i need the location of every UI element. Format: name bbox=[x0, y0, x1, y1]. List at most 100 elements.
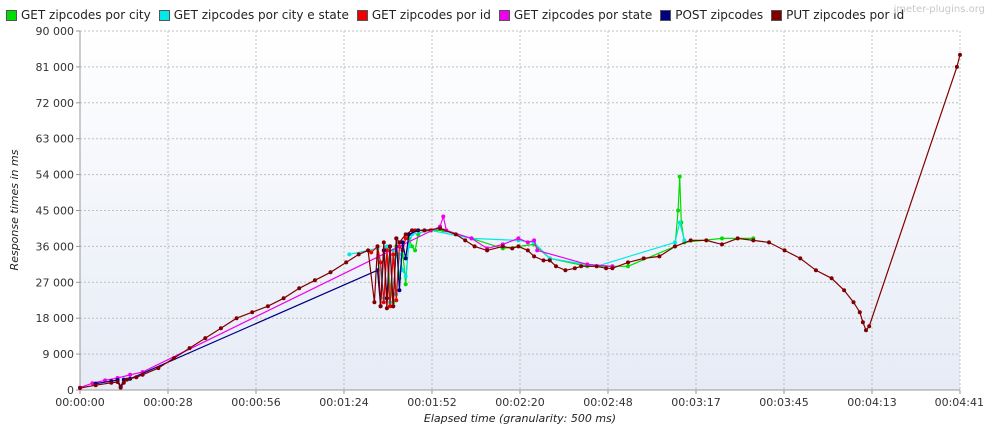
data-point bbox=[156, 366, 161, 371]
data-point bbox=[366, 248, 371, 253]
data-point bbox=[525, 240, 530, 245]
data-point bbox=[250, 310, 255, 315]
data-point bbox=[384, 306, 389, 311]
data-point bbox=[472, 244, 477, 249]
y-tick-label: 45 000 bbox=[36, 205, 75, 218]
data-point bbox=[657, 254, 662, 259]
data-point bbox=[128, 372, 133, 377]
data-point bbox=[954, 64, 959, 69]
data-point bbox=[867, 324, 872, 329]
data-point bbox=[391, 252, 396, 257]
data-point bbox=[864, 328, 868, 333]
data-point bbox=[93, 383, 98, 388]
data-point bbox=[372, 300, 377, 305]
data-point bbox=[626, 260, 630, 265]
data-point bbox=[172, 356, 176, 361]
legend-label: PUT zipcodes por id bbox=[786, 8, 905, 22]
data-point bbox=[594, 264, 599, 269]
data-point bbox=[388, 304, 392, 309]
data-point bbox=[469, 236, 474, 241]
data-point bbox=[516, 244, 521, 249]
data-point bbox=[677, 174, 682, 179]
data-point bbox=[673, 240, 677, 245]
data-point bbox=[516, 236, 521, 241]
y-tick-label: 81 000 bbox=[36, 61, 75, 74]
data-point bbox=[410, 228, 414, 233]
legend-label: POST zipcodes bbox=[675, 8, 764, 22]
data-point bbox=[673, 244, 677, 249]
data-point bbox=[203, 336, 208, 341]
data-point bbox=[532, 254, 537, 259]
x-tick-label: 00:00:56 bbox=[231, 396, 280, 409]
legend-item: PUT zipcodes por id bbox=[771, 8, 904, 22]
x-tick-label: 00:04:13 bbox=[847, 396, 896, 409]
data-point bbox=[610, 266, 615, 271]
data-point bbox=[572, 266, 577, 271]
y-tick-label: 54 000 bbox=[36, 169, 75, 182]
data-point bbox=[78, 386, 82, 390]
data-point bbox=[121, 380, 126, 385]
data-point bbox=[394, 298, 399, 303]
x-tick-labels: 00:00:00 00:00:28 00:00:56 00:01:24 00:01:52… bbox=[55, 390, 984, 409]
x-tick-label: 00:02:20 bbox=[495, 396, 544, 409]
y-tick-labels: 0 9 000 18 000 27 000 36 000 45 000 54 000 63 0… bbox=[36, 25, 80, 397]
data-point bbox=[218, 326, 223, 331]
legend-swatch bbox=[158, 9, 170, 21]
data-point bbox=[125, 377, 129, 382]
data-point bbox=[344, 260, 349, 265]
x-tick-label: 00:04:41 bbox=[935, 396, 984, 409]
x-tick-label: 00:01:24 bbox=[319, 396, 368, 409]
data-point bbox=[958, 52, 962, 57]
data-point bbox=[381, 300, 386, 305]
data-point bbox=[532, 238, 537, 243]
data-point bbox=[720, 236, 724, 241]
x-tick-label: 00:00:00 bbox=[55, 396, 104, 409]
y-tick-label: 36 000 bbox=[36, 240, 75, 253]
data-point bbox=[579, 264, 584, 269]
data-point bbox=[751, 238, 756, 243]
data-point bbox=[682, 238, 687, 243]
data-point bbox=[403, 282, 408, 287]
data-point bbox=[312, 278, 317, 283]
legend-label: GET zipcodes por city e state bbox=[173, 8, 349, 22]
data-point bbox=[463, 238, 468, 243]
data-point bbox=[381, 240, 386, 245]
data-point bbox=[234, 316, 239, 321]
y-tick-label: 27 000 bbox=[36, 276, 75, 289]
data-point bbox=[140, 372, 145, 377]
y-axis-title: Response times in ms bbox=[8, 149, 21, 270]
data-point bbox=[677, 220, 682, 225]
data-point bbox=[265, 304, 270, 309]
legend-item: GET zipcodes por state bbox=[498, 8, 652, 22]
data-point bbox=[134, 375, 139, 380]
data-point bbox=[535, 248, 540, 253]
data-point bbox=[554, 264, 558, 269]
data-point bbox=[121, 377, 126, 382]
data-point bbox=[378, 304, 383, 309]
data-point bbox=[441, 214, 446, 219]
x-tick-label: 00:01:52 bbox=[407, 396, 456, 409]
y-tick-label: 63 000 bbox=[36, 133, 75, 146]
data-point bbox=[485, 248, 490, 253]
data-point bbox=[525, 248, 530, 253]
data-point bbox=[391, 304, 396, 309]
data-point bbox=[109, 380, 114, 385]
grid bbox=[80, 30, 961, 390]
data-point bbox=[438, 226, 443, 231]
legend-label: GET zipcodes por city bbox=[21, 8, 151, 22]
data-point bbox=[547, 258, 552, 263]
data-point bbox=[676, 208, 681, 213]
legend-item: GET zipcodes por id bbox=[356, 8, 491, 22]
data-point bbox=[410, 244, 414, 249]
x-tick-label: 00:03:45 bbox=[759, 396, 808, 409]
legend-item: GET zipcodes por city bbox=[6, 8, 151, 22]
data-point bbox=[403, 236, 408, 241]
y-tick-label: 0 bbox=[67, 384, 74, 397]
data-point bbox=[453, 232, 458, 237]
data-point bbox=[813, 268, 818, 273]
data-point bbox=[388, 244, 392, 249]
data-point bbox=[767, 240, 771, 245]
data-point bbox=[857, 310, 862, 315]
x-axis-title: Elapsed time (granularity: 500 ms) bbox=[424, 412, 616, 425]
